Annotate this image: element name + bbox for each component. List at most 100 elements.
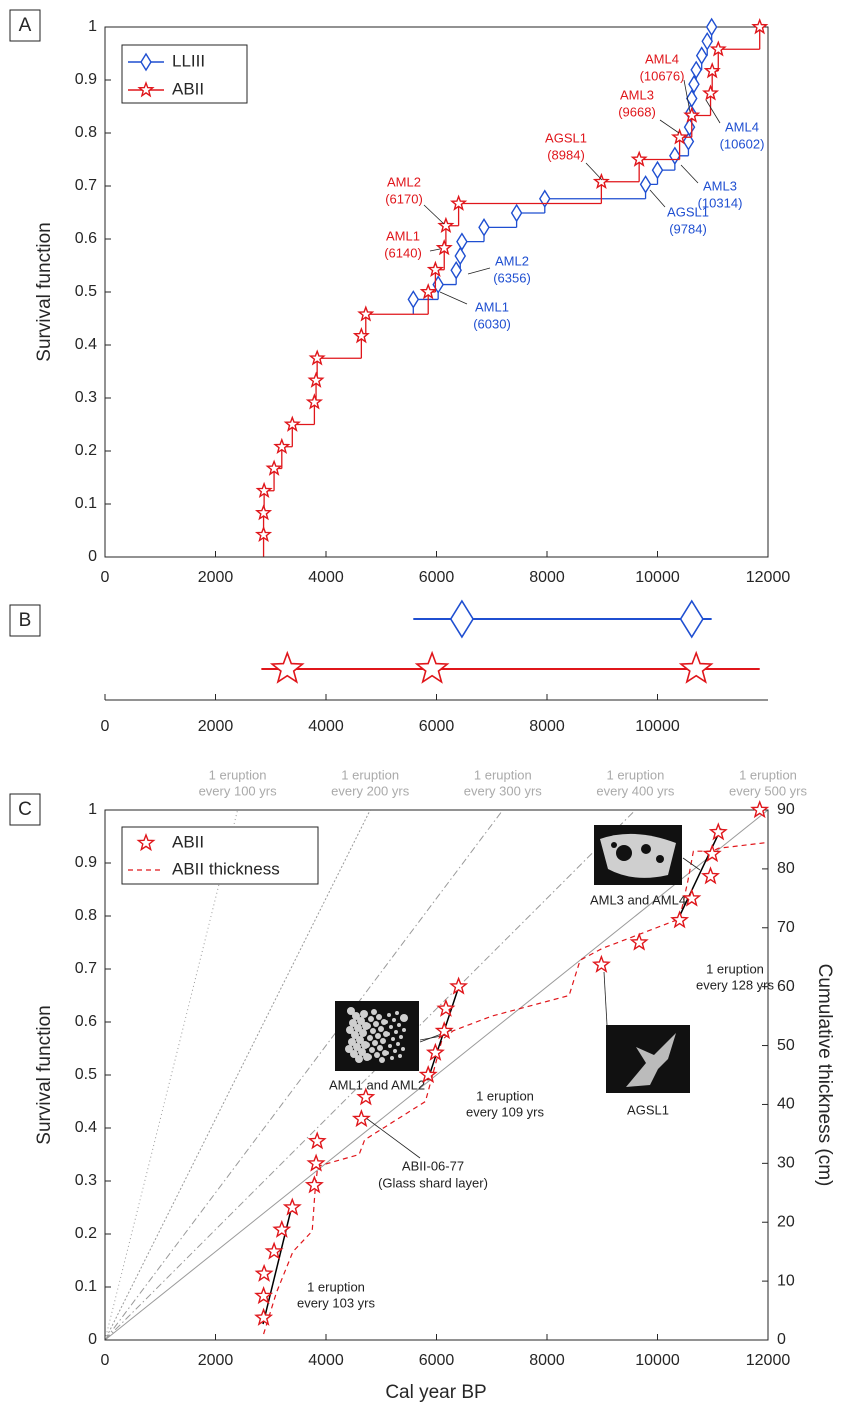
inset-texture xyxy=(346,1026,354,1034)
star-marker xyxy=(254,504,273,521)
fit-label: 1 eruption xyxy=(476,1088,534,1103)
y2-tick-label: 70 xyxy=(777,919,795,936)
diamond-marker xyxy=(695,46,708,65)
x-tick-label: 4000 xyxy=(308,718,344,735)
star-marker xyxy=(436,998,456,1017)
diamond-marker xyxy=(510,203,523,223)
annotation-leader xyxy=(423,204,445,225)
y2-tick-label: 0 xyxy=(777,1331,786,1348)
y-tick-label: 0.7 xyxy=(75,960,97,977)
annotation-label: AML4 xyxy=(725,119,759,134)
annotation-label: AML1 xyxy=(386,228,420,243)
y-tick-label: 0.1 xyxy=(75,495,97,512)
fit-label: 1 eruption xyxy=(706,961,764,976)
star-marker xyxy=(702,844,722,863)
y2-tick-label: 40 xyxy=(777,1096,795,1113)
inset-leader xyxy=(603,971,608,1026)
x-tick-label: 6000 xyxy=(419,569,455,586)
star-marker xyxy=(701,866,720,885)
diamond-marker xyxy=(639,175,652,194)
star-marker xyxy=(418,1065,438,1084)
diamond-marker xyxy=(407,290,420,309)
inset-texture xyxy=(348,1038,356,1046)
annotation-leader xyxy=(683,79,691,113)
y-tick-label: 0.3 xyxy=(75,1172,97,1189)
y-tick-label: 0.1 xyxy=(75,1278,97,1295)
inset-texture xyxy=(355,1055,363,1063)
star-marker xyxy=(592,172,610,190)
diamond-marker xyxy=(478,218,490,237)
annotation-leader xyxy=(705,99,721,124)
annotation-label: (10676) xyxy=(640,68,685,83)
star-marker xyxy=(304,1175,324,1194)
star-marker xyxy=(426,260,445,278)
y-tick-label: 0.4 xyxy=(75,1119,97,1136)
annotation-label: AML3 xyxy=(703,178,737,193)
fit-label: every 103 yrs xyxy=(297,1295,376,1310)
inset-texture xyxy=(401,1047,405,1051)
inset-texture xyxy=(389,1025,393,1029)
legend-label: ABII xyxy=(172,832,204,851)
inset-texture xyxy=(402,1028,406,1032)
diamond-marker xyxy=(688,74,700,94)
legend-label: ABII thickness xyxy=(172,859,280,878)
star-marker xyxy=(437,216,455,234)
inset-texture xyxy=(358,1048,366,1056)
inset-label: AGSL1 xyxy=(627,1102,669,1117)
inset-texture xyxy=(357,1017,365,1025)
inset-texture xyxy=(375,1033,381,1039)
inset-texture xyxy=(380,1038,386,1044)
fit-label: every 128 yrs xyxy=(696,977,775,992)
y2-tick-label: 50 xyxy=(777,1037,795,1054)
x-tick-label: 0 xyxy=(101,1352,110,1369)
y-axis-label: Survival function xyxy=(34,222,55,361)
star-marker xyxy=(709,40,727,57)
annotation-leader xyxy=(659,119,680,134)
rate-line xyxy=(104,809,371,1341)
star-marker xyxy=(419,282,437,300)
step-segment xyxy=(600,181,640,204)
legend-box xyxy=(121,826,319,885)
axes-box xyxy=(104,26,769,558)
annotation-leader xyxy=(585,162,603,181)
rate-label: 1 eruption xyxy=(341,767,399,782)
inset-texture xyxy=(388,1044,392,1048)
x-tick-label: 4000 xyxy=(308,569,344,586)
thickness-line xyxy=(263,841,769,1335)
inset-texture xyxy=(400,1014,408,1022)
fit-line xyxy=(262,1202,294,1325)
star-marker xyxy=(265,459,283,476)
star-marker xyxy=(414,650,450,684)
rate-label: 1 eruption xyxy=(474,767,532,782)
diamond-marker xyxy=(701,31,714,51)
star-marker xyxy=(357,305,375,322)
inset-label: AML3 and AML4 xyxy=(590,892,686,907)
diamond-marker xyxy=(685,89,698,108)
x-tick-label: 4000 xyxy=(308,1352,344,1369)
rate-label: 1 eruption xyxy=(739,767,797,782)
annotation-label: (6170) xyxy=(385,191,423,206)
inset-hole xyxy=(616,845,632,861)
star-marker xyxy=(670,128,689,145)
star-marker xyxy=(682,888,702,907)
y-tick-label: 0.8 xyxy=(75,907,97,924)
star-marker xyxy=(136,833,156,852)
fit-line xyxy=(678,828,722,917)
inset-texture xyxy=(387,1013,391,1017)
y-tick-label: 0.5 xyxy=(75,1066,97,1083)
rate-label: every 200 yrs xyxy=(331,783,410,798)
star-marker xyxy=(683,106,701,123)
inset-texture xyxy=(369,1047,375,1053)
star-marker xyxy=(591,954,611,973)
y-tick-label: 0 xyxy=(88,1331,97,1348)
diamond-marker xyxy=(669,146,681,166)
star-marker xyxy=(255,481,273,499)
annotation-label: AML4 xyxy=(645,51,679,66)
inset-texture xyxy=(377,1045,383,1051)
inset-texture xyxy=(366,1054,372,1060)
inset-hole xyxy=(641,844,651,854)
annotation-leader xyxy=(649,189,666,208)
y-tick-label: 1 xyxy=(88,18,97,35)
star-marker xyxy=(351,1108,371,1128)
